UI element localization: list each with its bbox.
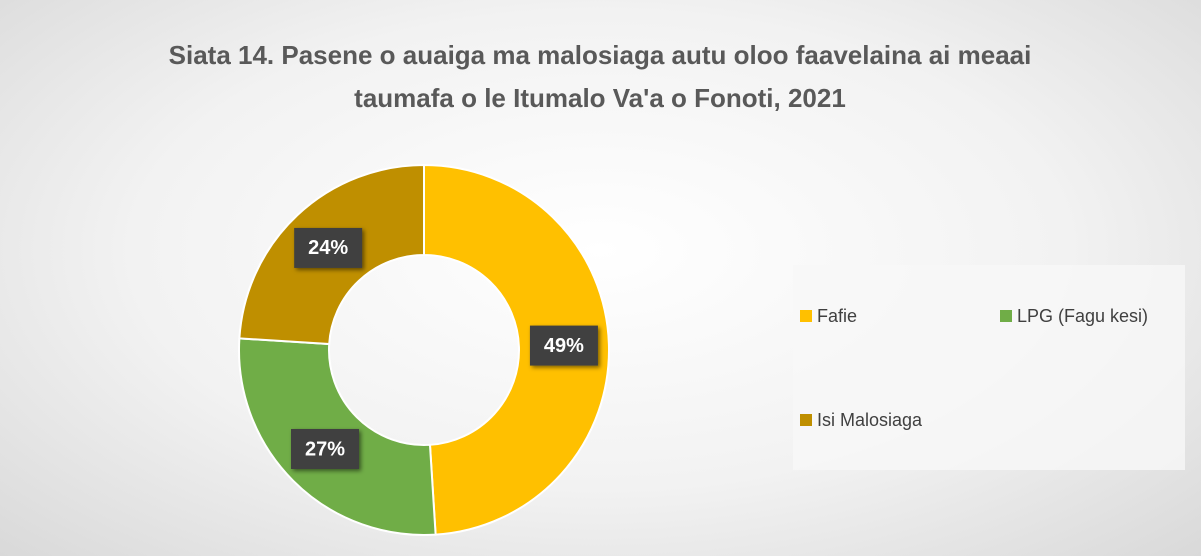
data-label-box	[291, 428, 360, 469]
legend-swatch	[800, 414, 812, 426]
data-label-box	[529, 325, 598, 366]
legend-box	[793, 265, 1185, 470]
data-label: 24%	[308, 237, 348, 259]
data-label: 27%	[305, 438, 345, 460]
legend-label: Fafie	[817, 306, 857, 326]
chart-title: Siata 14. Pasene o auaiga ma malosiaga a…	[168, 40, 1032, 113]
donut-slice	[423, 163, 611, 536]
data-label: 49%	[544, 335, 584, 357]
data-label-box	[294, 227, 363, 268]
legend-swatch	[800, 310, 812, 322]
legend-swatch	[1000, 310, 1012, 322]
legend-label: LPG (Fagu kesi)	[1017, 306, 1148, 326]
legend-label: Isi Malosiaga	[817, 410, 923, 430]
